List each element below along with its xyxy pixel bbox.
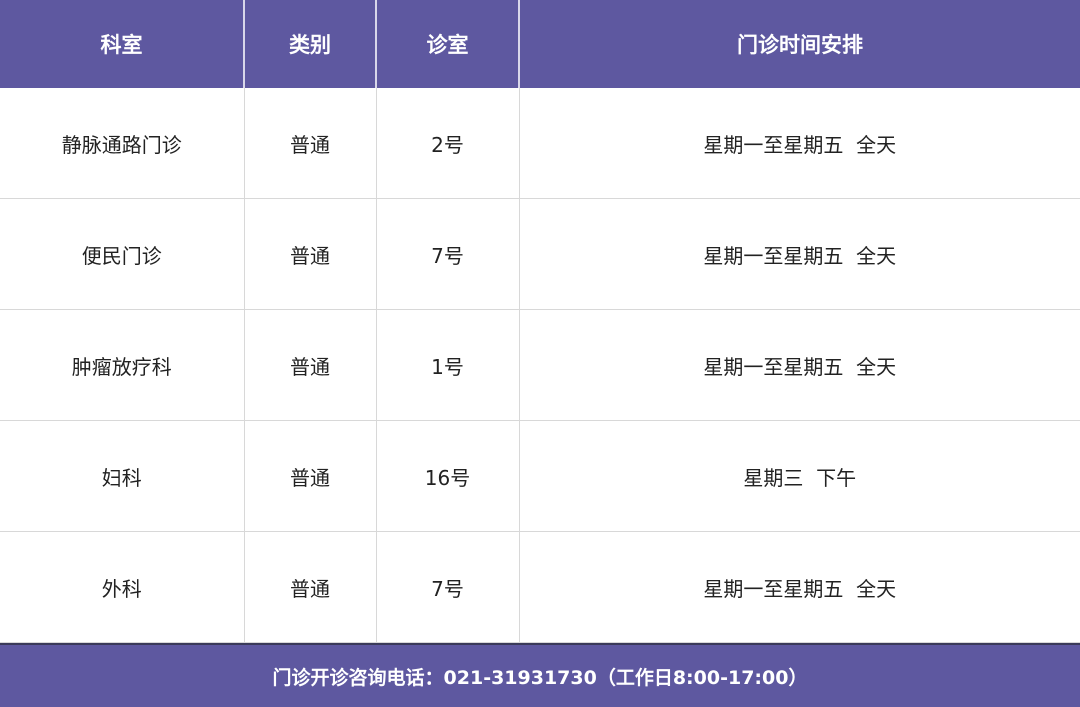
table-row: 便民门诊 普通 7号 星期一至星期五 全天 — [0, 198, 1080, 310]
table-row: 妇科 普通 16号 星期三 下午 — [0, 420, 1080, 532]
cell-category: 普通 — [244, 309, 377, 421]
footer-contact: 门诊开诊咨询电话：021-31931730（工作日8:00-17:00） — [0, 643, 1080, 707]
cell-room: 1号 — [376, 309, 520, 421]
cell-room: 7号 — [376, 198, 520, 310]
cell-schedule: 星期三 下午 — [519, 420, 1080, 532]
cell-schedule: 星期一至星期五 全天 — [519, 531, 1080, 643]
cell-department: 静脉通路门诊 — [0, 88, 245, 199]
cell-schedule: 星期一至星期五 全天 — [519, 198, 1080, 310]
cell-room: 16号 — [376, 420, 520, 532]
cell-department: 肿瘤放疗科 — [0, 309, 245, 421]
cell-category: 普通 — [244, 531, 377, 643]
cell-schedule: 星期一至星期五 全天 — [519, 88, 1080, 199]
header-category: 类别 — [244, 0, 377, 88]
header-schedule: 门诊时间安排 — [519, 0, 1080, 88]
cell-category: 普通 — [244, 420, 377, 532]
header-room: 诊室 — [376, 0, 520, 88]
table-row: 肿瘤放疗科 普通 1号 星期一至星期五 全天 — [0, 309, 1080, 421]
cell-category: 普通 — [244, 88, 377, 199]
cell-department: 便民门诊 — [0, 198, 245, 310]
cell-room: 2号 — [376, 88, 520, 199]
cell-schedule: 星期一至星期五 全天 — [519, 309, 1080, 421]
cell-department: 外科 — [0, 531, 245, 643]
cell-room: 7号 — [376, 531, 520, 643]
cell-category: 普通 — [244, 198, 377, 310]
header-row: 科室 类别 诊室 门诊时间安排 — [0, 0, 1080, 88]
header-department: 科室 — [0, 0, 245, 88]
table-row: 外科 普通 7号 星期一至星期五 全天 — [0, 531, 1080, 643]
table-row: 静脉通路门诊 普通 2号 星期一至星期五 全天 — [0, 88, 1080, 199]
clinic-schedule-table: 科室 类别 诊室 门诊时间安排 静脉通路门诊 普通 2号 星期一至星期五 全天 便民门诊… — [0, 0, 1080, 643]
cell-department: 妇科 — [0, 420, 245, 532]
